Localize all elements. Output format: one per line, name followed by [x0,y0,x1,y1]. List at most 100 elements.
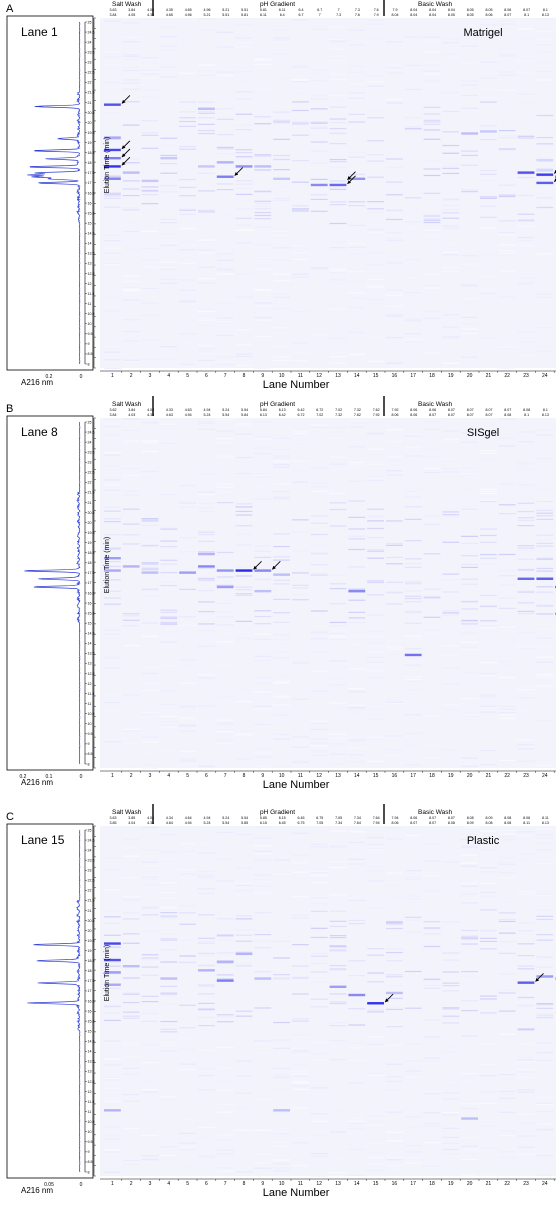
heatmap-band [104,1083,121,1085]
chromatogram-time-tick-label: 14 [88,1050,92,1054]
heatmap-band [367,515,384,517]
heatmap-band [367,1036,384,1038]
heatmap-band [198,422,215,424]
heatmap-band [480,1147,497,1149]
heatmap-band [122,619,140,622]
heatmap-band [198,984,215,986]
heatmap-band [367,160,384,162]
heatmap-band [273,449,290,451]
heatmap-band [198,1089,215,1091]
heatmap-band [310,1058,328,1061]
heatmap-band [273,236,290,238]
heatmap-band [235,129,253,131]
heatmap-band [404,1060,422,1062]
heatmap-band [198,551,215,553]
heatmap-band [348,548,366,551]
heatmap-band [329,61,347,63]
heatmap-band [536,545,554,547]
heatmap-band [404,318,422,320]
heatmap-band [254,723,272,725]
heatmap-band [536,591,554,593]
heatmap-band [216,723,234,725]
heatmap-band [310,1135,328,1137]
heatmap-band [141,741,159,743]
heatmap-band [179,1031,196,1033]
heatmap-band [480,97,497,100]
heatmap-band [517,461,535,463]
heatmap-band [273,559,290,561]
heatmap-band [292,1055,309,1057]
heatmap-band [329,188,347,191]
lane-tick-label: 2 [130,773,133,779]
heatmap-band [386,1008,403,1011]
heatmap-band [348,713,366,715]
heatmap-band [104,741,121,743]
heatmap-band [536,512,554,514]
heatmap-band [179,213,196,215]
heatmap-band [273,940,290,942]
chromatogram-time-tick-label: 13.5 [88,1060,95,1064]
heatmap-band [367,948,384,950]
heatmap-band [517,341,535,343]
heatmap-band [235,165,253,168]
heatmap-band [461,144,478,146]
heatmap-band [292,208,309,211]
heatmap-band [536,637,554,639]
heatmap-band [104,579,121,581]
heatmap-band [517,1089,535,1091]
heatmap-band [329,947,347,949]
heatmap-band [348,224,366,227]
heatmap-band [216,430,234,432]
heatmap-band [104,157,121,160]
band-arrow [347,171,356,180]
heatmap-band [348,1174,366,1176]
heatmap-band [329,925,347,928]
heatmap-band [235,217,253,219]
heatmap-band [216,585,234,587]
heatmap-band [480,216,497,218]
heatmap-band [104,423,121,425]
heatmap-band [404,518,422,520]
chromatogram-time-tick-label: 14 [88,642,92,646]
heatmap-band [310,328,328,330]
heatmap-band [329,201,347,203]
heatmap-band [310,127,328,129]
heatmap-band [216,960,234,964]
chromatogram-time-tick-label: 21.5 [88,491,95,495]
heatmap-band [423,1141,441,1144]
heatmap-band [141,595,159,597]
chromatogram-time-tick-label: 17 [88,181,92,185]
heatmap-band [254,63,272,65]
heatmap-band [273,197,290,199]
ph-bottom-value: 8.04 [410,13,417,17]
heatmap-band [329,272,347,274]
heatmap-band [498,896,516,898]
heatmap-band [216,611,234,613]
heatmap-band [198,172,215,174]
heatmap-band [254,475,272,477]
heatmap-band [198,278,215,280]
heatmap-band [292,1080,309,1083]
heatmap-band [198,1009,215,1011]
heatmap-band [367,251,384,254]
heatmap-band [498,1111,516,1113]
heatmap-band [273,1089,290,1091]
heatmap-band [122,290,140,292]
heatmap-band [122,1159,140,1162]
heatmap-band [273,32,290,34]
heatmap-band [104,20,121,22]
heatmap-band [536,345,554,347]
heatmap-band [536,835,554,837]
ph-top-value: 8.05 [467,8,474,12]
heatmap-band [310,332,328,334]
heatmap-band [122,933,140,935]
heatmap-band [198,239,215,241]
heatmap-band [179,1170,196,1173]
heatmap-band [461,158,478,160]
heatmap-band [273,457,290,459]
heatmap-band [536,966,554,968]
heatmap-band [367,907,384,909]
heatmap-band [235,296,253,298]
heatmap-band [160,137,178,139]
heatmap-band [160,584,178,587]
